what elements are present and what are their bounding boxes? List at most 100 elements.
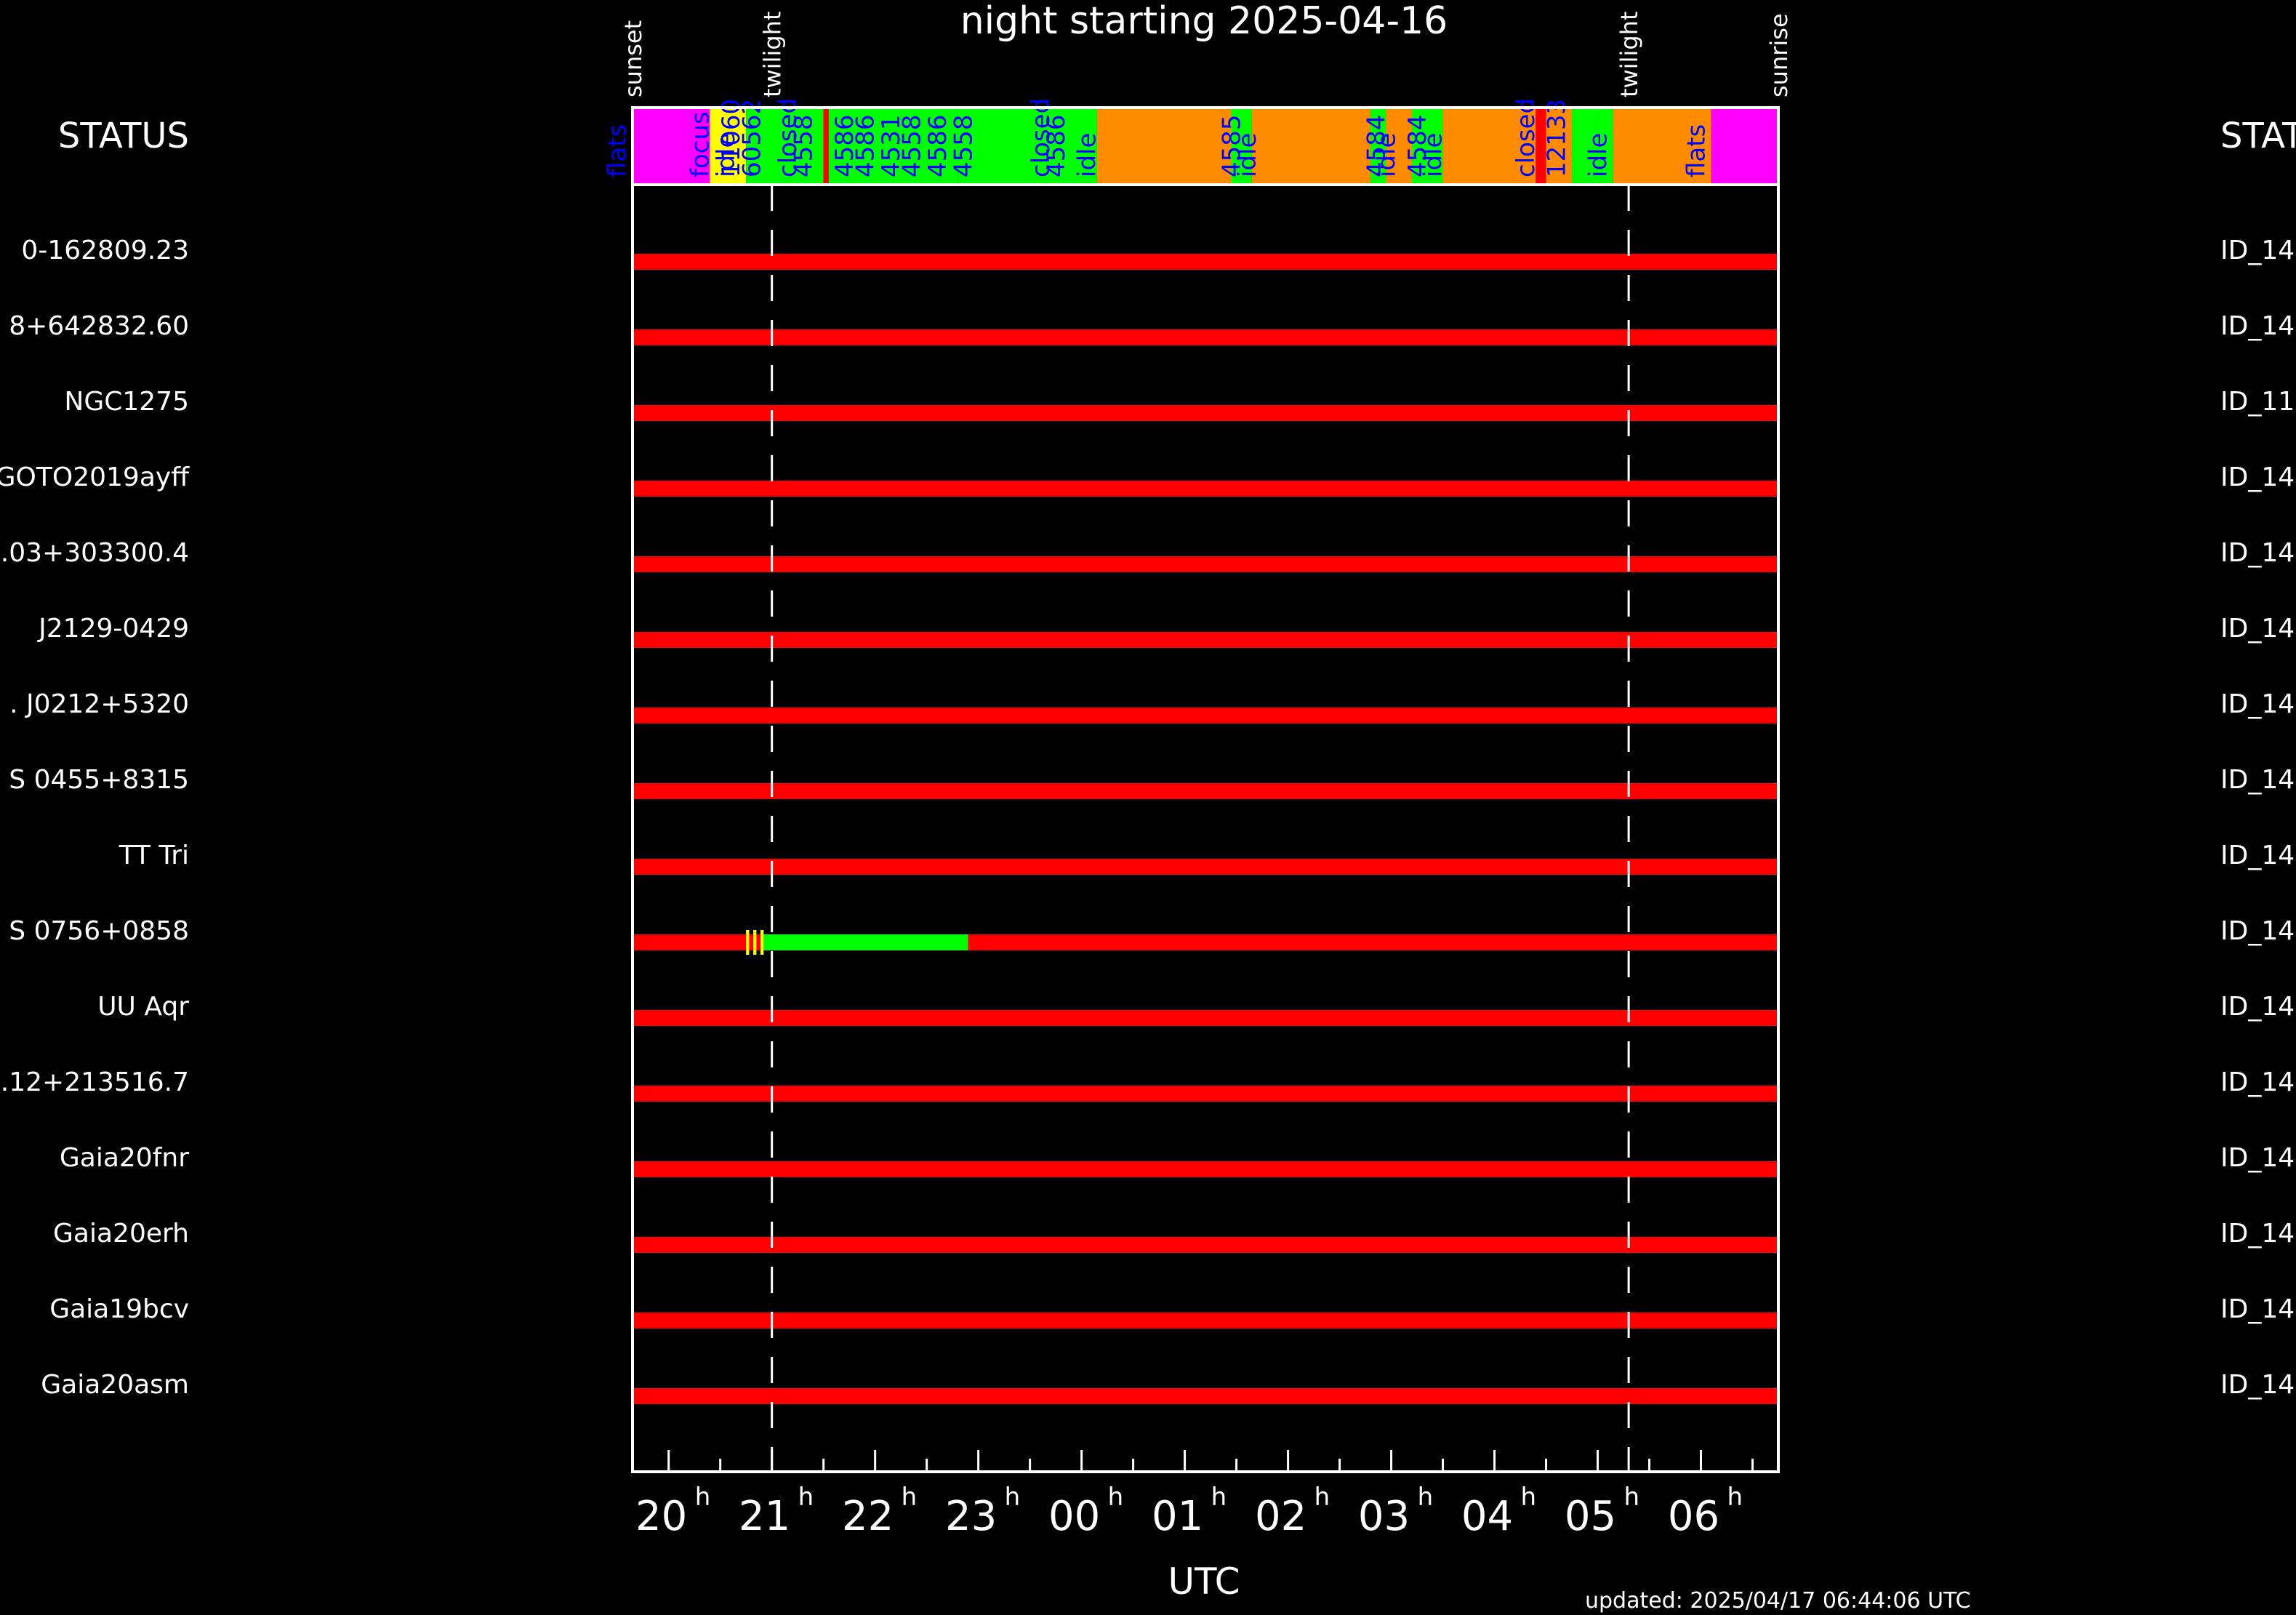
status-label-3: 11060 (717, 99, 746, 177)
row-bar (633, 859, 1778, 875)
status-segment-19 (1597, 108, 1613, 185)
event-label-twilight: twilight (759, 11, 787, 97)
status-segment-6 (921, 108, 958, 185)
row-target-label: 0-162809.23 (21, 236, 189, 265)
event-label-twilight: twilight (1615, 11, 1643, 97)
x-tick-superscript: h (902, 1483, 918, 1512)
row-id-label: ID_14 (2220, 1294, 2295, 1324)
x-tick-superscript: h (695, 1483, 711, 1512)
row-target-label: Gaia20asm (41, 1370, 189, 1400)
status-label-2: idle (712, 133, 741, 177)
row-target-label: Gaia19bcv (49, 1294, 189, 1324)
row-bar (633, 556, 1778, 572)
x-tick-label: 04 (1461, 1493, 1513, 1540)
x-tick-label: 02 (1255, 1493, 1306, 1540)
x-tick-label: 22 (842, 1493, 894, 1540)
x-tick-superscript: h (1624, 1483, 1640, 1512)
row-target-label: NGC1275 (64, 387, 189, 417)
row-id-label: ID_11 (2220, 387, 2295, 417)
status-label-13: closed (1027, 98, 1056, 177)
status-segment-2 (746, 108, 787, 185)
status-segment-17 (1546, 108, 1573, 185)
status-label-20: 4584 (1403, 114, 1432, 177)
row-id-label: ID_14 (2220, 689, 2295, 719)
status-label-25: flats (1682, 124, 1711, 177)
row-id-label: ID_14 (2220, 841, 2295, 870)
x-tick-superscript: h (1005, 1483, 1021, 1512)
status-label-0: flats (603, 124, 633, 177)
row-id-label: ID_14 (2220, 236, 2295, 265)
status-segment-3 (787, 108, 824, 185)
row-target-label: S 0455+8315 (9, 765, 189, 795)
status-segment-15 (1442, 108, 1536, 185)
row-target-label: GOTO2019ayff (0, 462, 190, 492)
status-segment-9 (1096, 108, 1232, 185)
status-label-5: closed (774, 98, 803, 177)
x-tick-superscript: h (1521, 1483, 1537, 1512)
status-segment-11 (1251, 108, 1371, 185)
event-label-sunrise: sunrise (1765, 13, 1793, 97)
row-segment-1 (753, 930, 757, 955)
x-tick-label: 03 (1358, 1493, 1410, 1540)
status-segment-20 (1613, 108, 1711, 185)
row-id-label: ID_14 (2220, 992, 2295, 1022)
status-label-14: 4586 (1042, 114, 1071, 177)
status-label-10: 4558 (897, 114, 926, 177)
status-label-7: 4586 (830, 114, 859, 177)
status-segment-0 (633, 108, 710, 185)
status-segment-8 (1035, 108, 1097, 185)
x-tick-label: 21 (739, 1493, 790, 1540)
event-label-sunset: sunset (619, 20, 647, 97)
row-target-label: .12+213516.7 (1, 1067, 189, 1097)
status-label-1: focus (686, 111, 715, 177)
axis-group: 20 h 21 h 22 h 23 h 00 h 01 h 02 h 03 h 04 h 05 h 06 h (635, 1450, 1754, 1540)
status-label-6: 4558 (789, 114, 818, 177)
row-target-label: .03+303300.4 (1, 538, 189, 568)
row-bar (633, 783, 1778, 799)
status-label-22: closed (1512, 98, 1541, 177)
status-header-left: STATUS (58, 116, 189, 156)
status-label-16: 4585 (1217, 114, 1246, 177)
x-tick-superscript: h (1727, 1483, 1743, 1512)
event-group: sunset twilight twilight sunrise (619, 11, 1793, 1472)
x-tick-superscript: h (798, 1483, 814, 1512)
status-label-23: 12133 (1543, 99, 1572, 177)
row-bar (633, 1161, 1778, 1177)
status-segment-18 (1572, 108, 1598, 185)
x-tick-label: 05 (1565, 1493, 1616, 1540)
row-segment-0 (746, 930, 750, 955)
x-tick-superscript: h (1418, 1483, 1434, 1512)
row-id-label: ID_14 (2220, 614, 2295, 644)
row-target-label: Gaia20erh (53, 1219, 189, 1249)
row-bar (633, 1086, 1778, 1102)
chart-title: night starting 2025-04-16 (960, 0, 1448, 43)
x-tick-label: 00 (1048, 1493, 1100, 1540)
status-label-4: 60562 (737, 99, 766, 177)
row-id-label: ID_14 (2220, 1143, 2295, 1173)
row-bar (633, 1010, 1778, 1026)
status-label-18: 4584 (1362, 114, 1391, 177)
row-target-label: Gaia20fnr (60, 1143, 189, 1173)
status-label-21: idle (1418, 133, 1448, 177)
status-label-24: idle (1584, 133, 1613, 177)
row-bar (633, 481, 1778, 497)
rows-group: 0-162809.23 ID_14 8+642832.60 ID_14 NGC1275 I… (0, 236, 2295, 1404)
x-tick-label: 23 (945, 1493, 997, 1540)
row-bar (633, 254, 1778, 270)
updated-timestamp: updated: 2025/04/17 06:44:06 UTC (1585, 1588, 1971, 1614)
row-bar (633, 632, 1778, 648)
row-target-label: TT Tri (119, 841, 189, 870)
status-segment-12 (1370, 108, 1386, 185)
status-bar-group (633, 108, 1778, 185)
row-id-label: ID_14 (2220, 311, 2295, 341)
status-label-11: 4586 (923, 114, 952, 177)
status-label-19: idle (1372, 133, 1401, 177)
row-id-label: ID_14 (2220, 1067, 2295, 1097)
row-bar (633, 1237, 1778, 1253)
status-label-12: 4558 (949, 114, 978, 177)
x-tick-superscript: h (1211, 1483, 1227, 1512)
status-segment-14 (1411, 108, 1443, 185)
row-bar (633, 1388, 1778, 1404)
